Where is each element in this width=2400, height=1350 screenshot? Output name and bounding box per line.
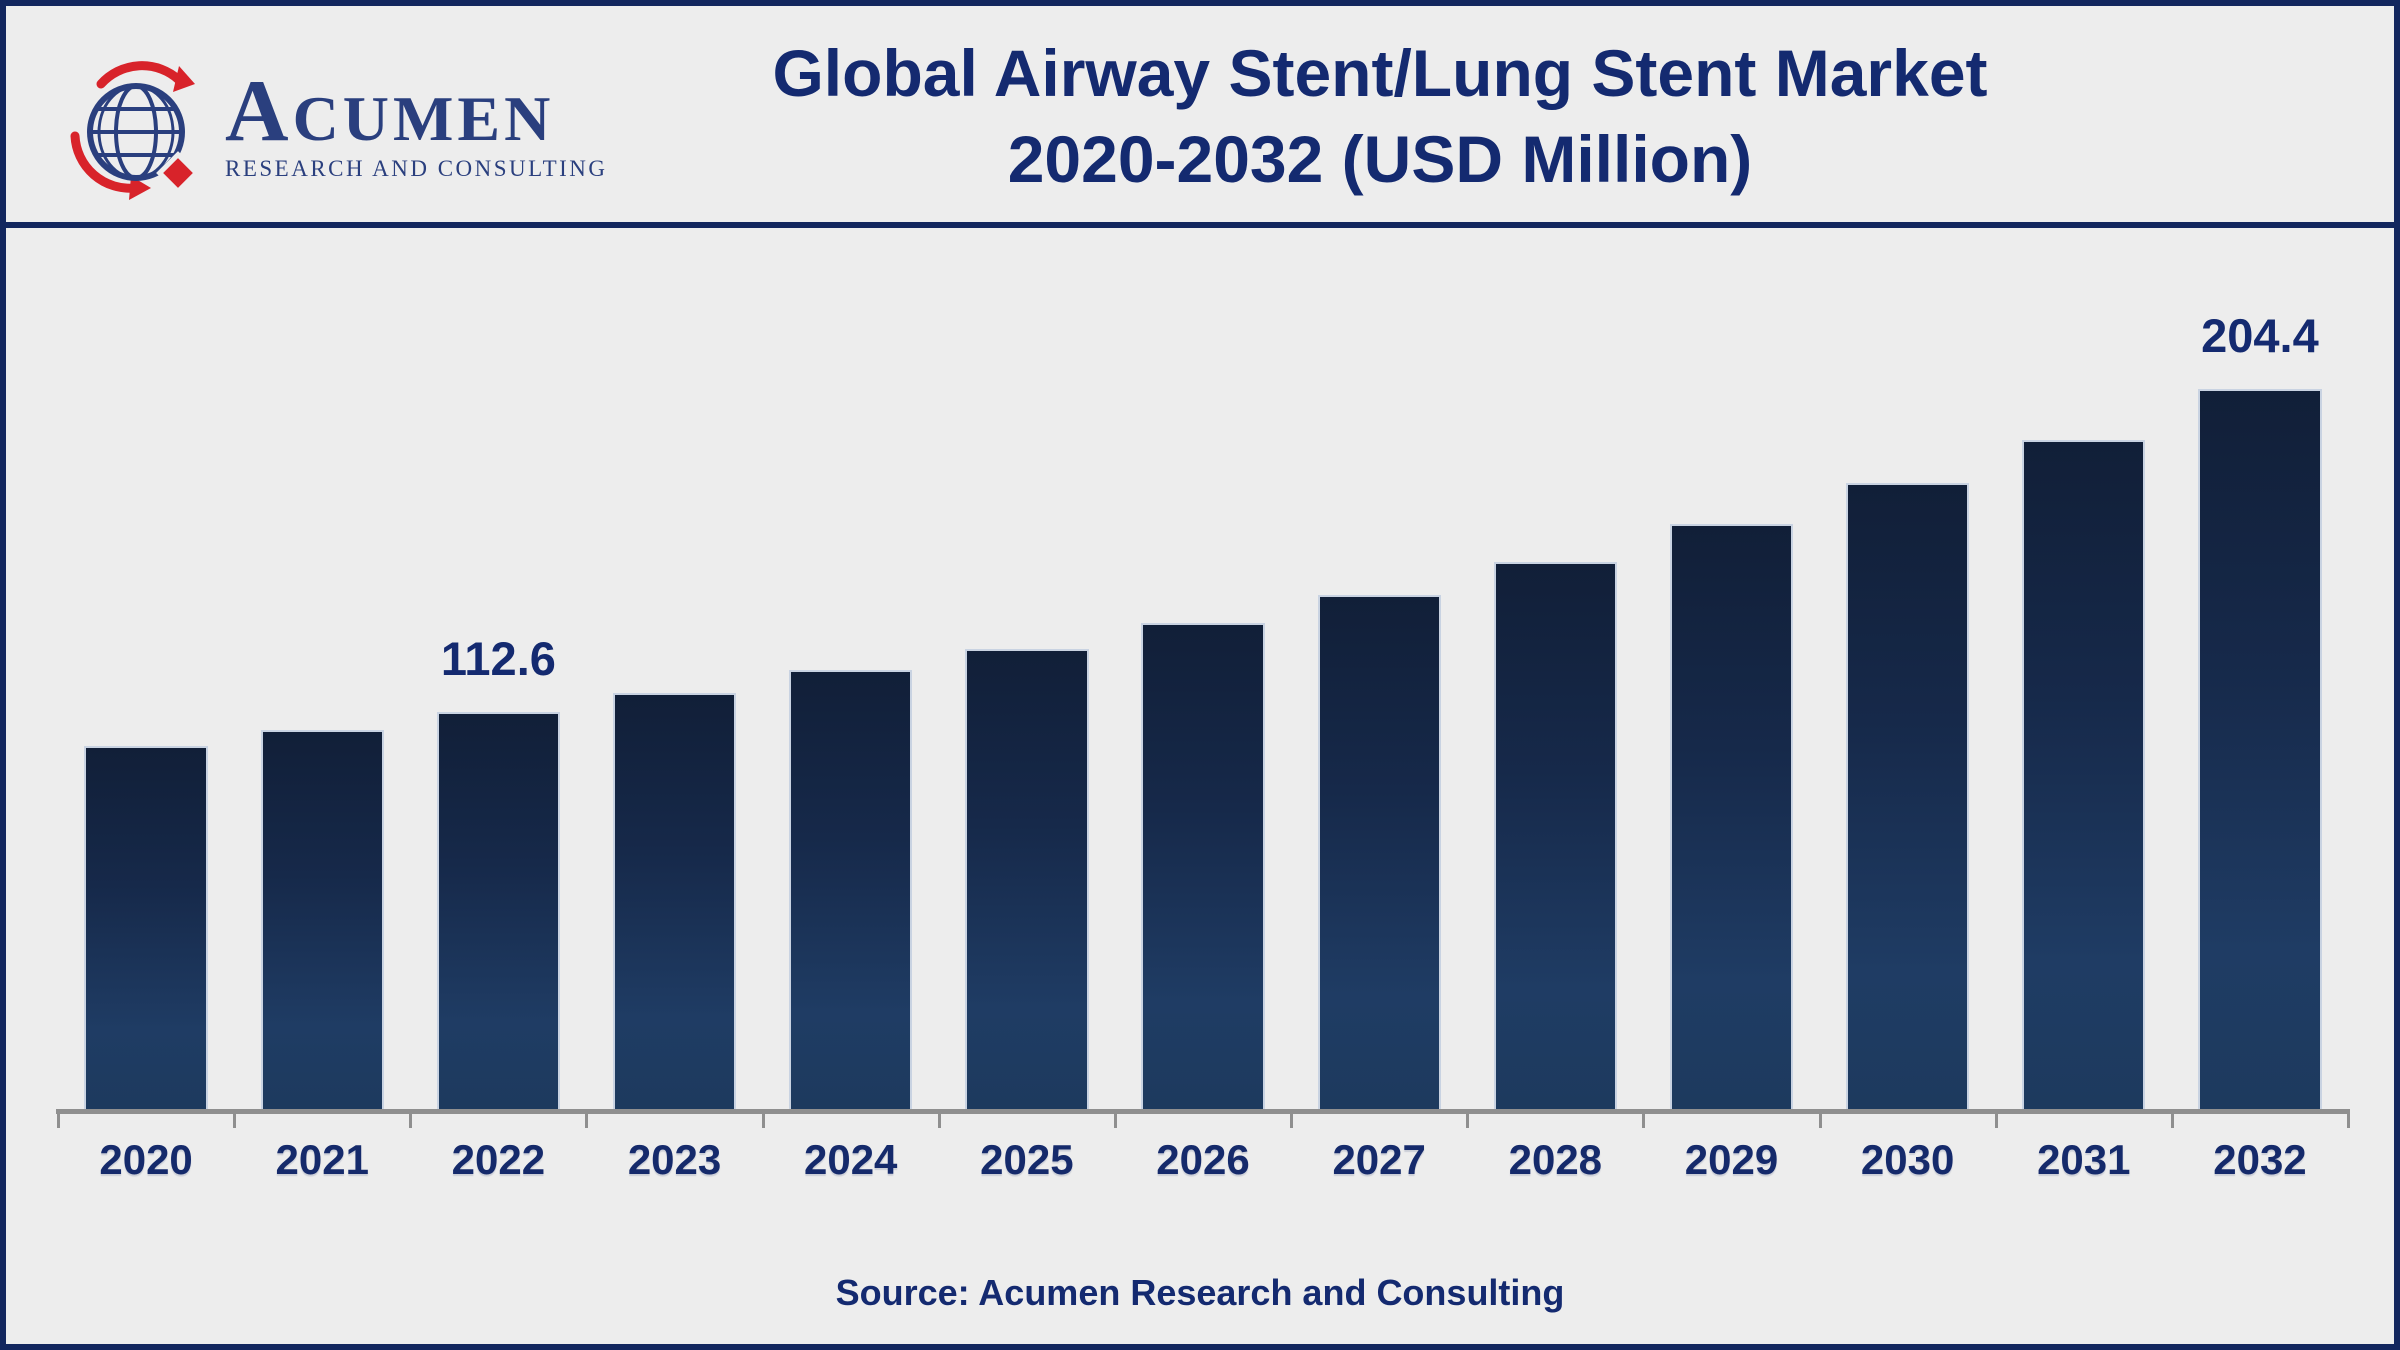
x-axis-label-2021: 2021 [275,1136,369,1183]
x-axis-label-2030: 2030 [1860,1136,1955,1183]
chart-title-line-2: 2020-2032 (USD Million) [1007,122,1753,196]
bar-value-label-2032: 204.4 [2201,309,2319,362]
bar-2023 [612,693,737,1109]
x-axis-label-2029: 2029 [1684,1136,1779,1183]
bar-2022 [436,712,561,1109]
axis-tick [1290,1109,1294,1128]
bar-2020 [84,746,208,1109]
axis-tick [585,1109,589,1128]
x-axis-label-2023: 2023 [627,1136,722,1183]
header: Acumen RESEARCH AND CONSULTING Global Ai… [6,6,2394,222]
bar-slot-2022: 112.6 [410,221,586,1109]
bar-2029 [1669,524,1794,1109]
bar-value-label-2022: 112.6 [440,632,556,685]
x-axis-labels: 2020 2021 2022 2023 2024 2025 2026 2027 2028 2029… [58,1136,2348,1184]
x-axis-label-2026: 2026 [1156,1136,1250,1183]
axis-tick [761,1109,765,1128]
x-axis-label-2028: 2028 [1508,1136,1603,1183]
logo-subtitle: RESEARCH AND CONSULTING [225,155,608,181]
bar-slot-2024 [763,221,939,1109]
bar-slot-2026 [1115,221,1291,1109]
chart-title: Global Airway Stent/Lung Stent Market 20… [426,30,2334,202]
bar-slot-2031 [1996,221,2172,1109]
axis-tick [233,1109,237,1128]
logo-wordmark: Acumen [225,62,555,160]
bar-2030 [1845,483,1970,1109]
acumen-logo: Acumen RESEARCH AND CONSULTING [61,54,608,204]
axis-tick [57,1109,60,1128]
axis-tick [409,1109,413,1128]
chart-title-line-1: Global Airway Stent/Lung Stent Market [772,36,1988,110]
x-axis-label-2027: 2027 [1332,1136,1426,1183]
globe-icon [70,61,200,200]
axis-tick [1642,1109,1646,1128]
axis-tick [2347,1109,2350,1128]
bar-2031 [2022,440,2146,1109]
x-axis-ticks [57,1109,2350,1129]
bar-2021 [260,730,384,1109]
axis-tick [1994,1109,1998,1128]
bar-2032 [2198,389,2322,1109]
bar-2028 [1493,562,1617,1109]
bar-slot-2027 [1291,221,1467,1109]
x-axis-label-2031: 2031 [2037,1136,2131,1183]
axis-tick [1818,1109,1822,1128]
x-axis-label-2025: 2025 [980,1136,1074,1183]
x-axis-line [56,1109,2350,1114]
source-text: Source: Acumen Research and Consulting [835,1272,1565,1313]
plot-area: 112.6 204.4 [58,221,2348,1109]
bar-slot-2025 [939,221,1115,1109]
bar-2025 [965,649,1089,1109]
bar-slot-2030 [1820,221,1996,1109]
x-axis-label-2024: 2024 [803,1136,898,1183]
axis-tick [937,1109,941,1128]
axis-tick [1466,1109,1470,1128]
bar-slot-2021 [234,221,410,1109]
bar-slot-2020 [58,221,234,1109]
axis-tick [2170,1109,2174,1128]
x-axis-label-2020: 2020 [99,1136,193,1183]
axis-tick [1113,1109,1117,1128]
bar-2026 [1141,623,1265,1109]
bar-slot-2029 [1643,221,1819,1109]
bar-2024 [789,670,913,1109]
x-axis-label-2022: 2022 [451,1136,546,1183]
bar-slot-2032: 204.4 [2172,221,2348,1109]
header-divider [6,222,2394,228]
x-axis-label-2032: 2032 [2213,1136,2307,1183]
logo-text: Acumen RESEARCH AND CONSULTING [225,62,608,182]
bar-slot-2028 [1467,221,1643,1109]
bar-slot-2023 [586,221,762,1109]
bar-2027 [1317,595,1441,1109]
